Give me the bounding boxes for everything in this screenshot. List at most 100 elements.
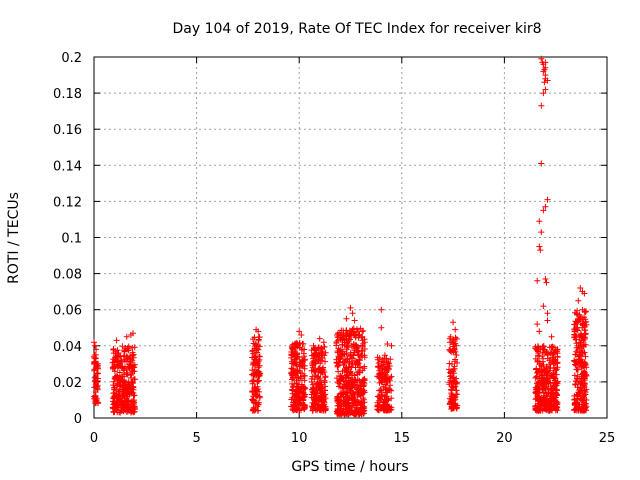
data-point: [388, 342, 395, 349]
data-point: [93, 346, 100, 353]
data-point: [120, 406, 127, 412]
data-point: [534, 277, 541, 284]
data-point: [581, 407, 588, 414]
data-point: [288, 396, 295, 403]
data-point: [574, 391, 581, 398]
data-point: [375, 360, 382, 366]
data-point: [250, 340, 257, 347]
data-point: [540, 90, 547, 97]
data-point: [453, 335, 460, 342]
y-axis-title: ROTI / TECUs: [6, 192, 22, 284]
data-point: [333, 340, 340, 347]
data-point: [532, 407, 539, 413]
data-point: [123, 333, 130, 340]
data-point: [339, 341, 346, 348]
data-point: [333, 359, 340, 366]
data-point: [253, 341, 260, 348]
data-point: [388, 373, 395, 380]
data-point: [336, 383, 342, 390]
data-point: [447, 348, 454, 355]
data-point: [542, 86, 549, 93]
data-point: [361, 365, 368, 372]
data-point: [536, 367, 543, 374]
data-point: [539, 343, 546, 350]
data-point: [251, 407, 258, 414]
data-point: [255, 346, 262, 353]
axis-ticks: 0 5 10 15 20 25 0 0.02 0.04 0.06 0.08 0.1 0.12 0.14 0.…: [53, 51, 615, 446]
data-point: [116, 395, 123, 402]
data-point: [125, 343, 132, 350]
data-point: [541, 369, 548, 376]
data-point: [347, 331, 354, 338]
data-point: [343, 390, 350, 397]
data-point: [541, 346, 548, 353]
data-point: [344, 384, 351, 391]
data-point: [349, 405, 356, 411]
data-point: [539, 407, 546, 414]
data-point: [538, 229, 545, 236]
data-point: [447, 369, 454, 376]
chart-title: Day 104 of 2019, Rate Of TEC Index for r…: [172, 21, 541, 37]
data-point: [581, 359, 588, 366]
data-point: [344, 407, 351, 414]
data-point: [378, 306, 385, 313]
data-point: [576, 403, 583, 410]
data-point: [354, 369, 361, 376]
data-point: [343, 378, 350, 385]
data-point: [129, 344, 136, 351]
data-point: [249, 388, 256, 395]
data-point: [110, 382, 117, 389]
data-point: [339, 390, 346, 396]
data-point: [535, 350, 542, 357]
data-point: [122, 363, 128, 370]
data-point: [539, 59, 546, 66]
data-point: [571, 407, 578, 414]
data-point: [549, 344, 556, 351]
data-point: [91, 360, 98, 367]
data-point: [352, 357, 359, 364]
data-point: [316, 396, 323, 403]
data-point: [319, 388, 326, 395]
data-point: [541, 66, 548, 73]
data-point: [253, 356, 260, 363]
data-point: [575, 317, 582, 324]
data-point: [577, 331, 584, 338]
data-point: [341, 381, 348, 388]
data-point: [540, 361, 547, 368]
data-point: [128, 406, 135, 413]
data-point: [543, 390, 550, 397]
data-point: [339, 368, 346, 375]
data-point: [312, 358, 319, 365]
data-point: [546, 367, 553, 374]
data-point: [119, 343, 126, 350]
data-point: [554, 378, 561, 385]
data-point: [130, 330, 136, 337]
data-point: [249, 396, 256, 403]
data-point: [301, 384, 308, 391]
data-point: [130, 383, 137, 390]
data-point: [352, 332, 359, 339]
data-point: [533, 373, 540, 380]
data-point: [293, 405, 300, 412]
data-point: [575, 297, 582, 304]
data-point: [335, 402, 342, 409]
data-point: [542, 276, 549, 282]
data-point: [551, 360, 558, 367]
data-point: [361, 403, 368, 410]
data-point: [114, 347, 121, 354]
data-point: [538, 160, 545, 167]
data-point: [343, 365, 350, 371]
data-point: [295, 383, 302, 389]
data-point: [452, 383, 459, 390]
data-point: [322, 383, 329, 390]
data-point: [545, 402, 551, 409]
data-point: [301, 377, 308, 384]
data-point: [256, 393, 263, 400]
y-tick-label: 0: [74, 412, 82, 427]
data-point: [115, 353, 122, 360]
data-point: [295, 394, 302, 400]
data-point: [353, 411, 359, 418]
data-point: [294, 350, 301, 357]
data-point: [253, 370, 260, 377]
data-point: [116, 352, 123, 359]
